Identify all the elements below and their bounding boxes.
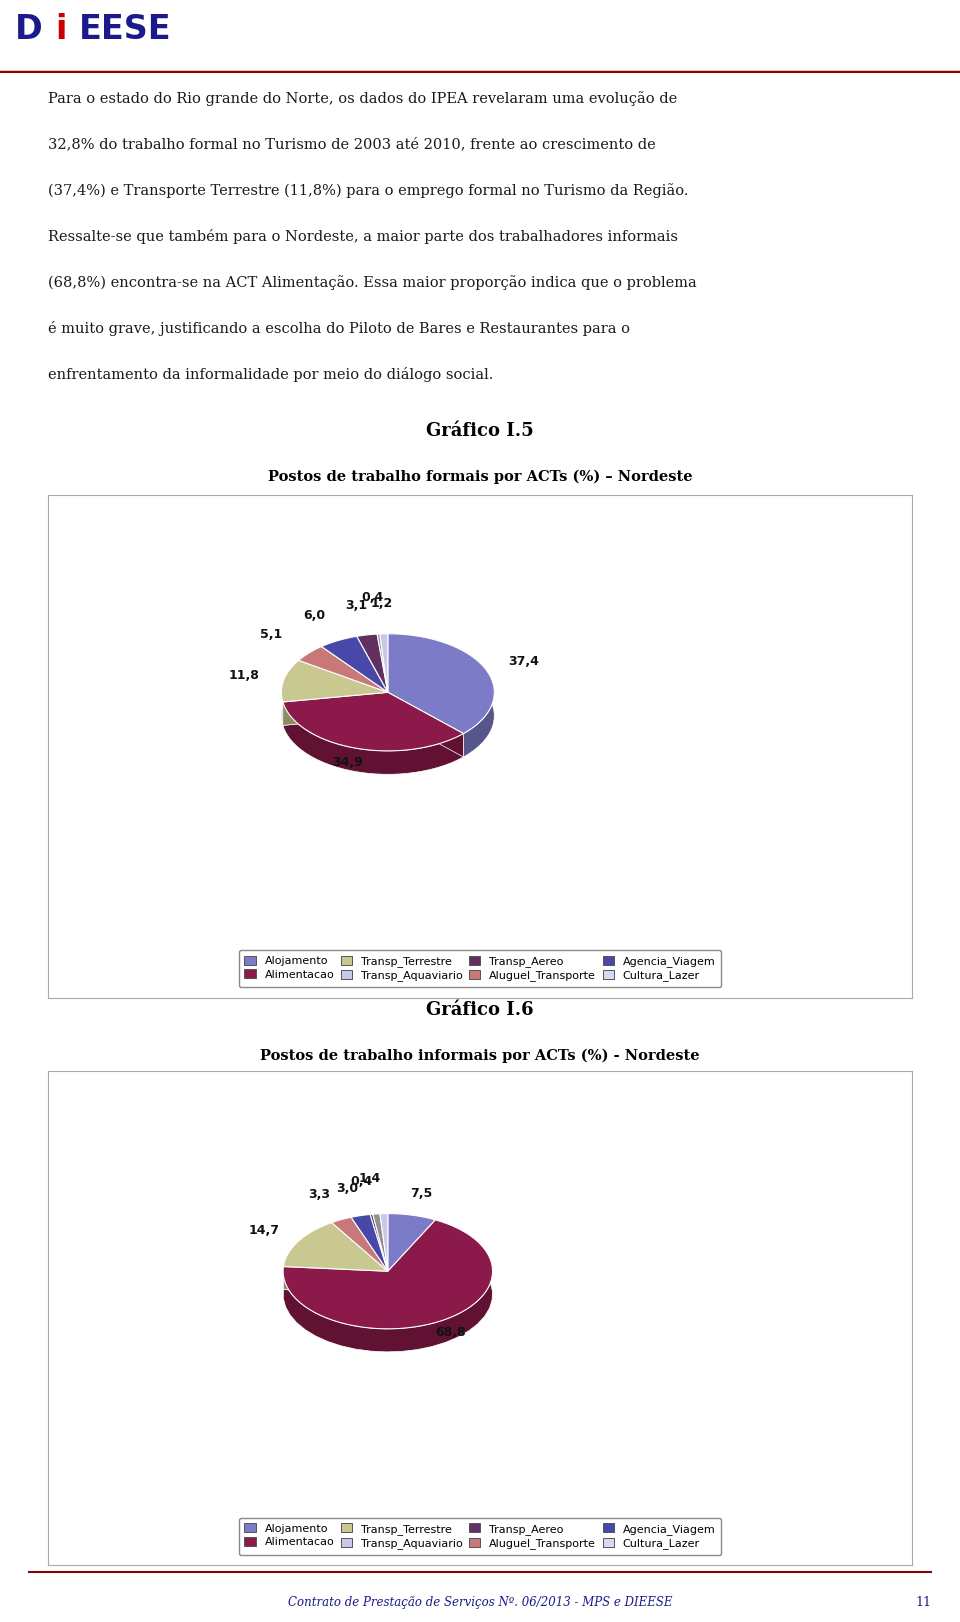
Polygon shape bbox=[283, 693, 464, 751]
Polygon shape bbox=[283, 1223, 332, 1289]
Polygon shape bbox=[351, 1216, 388, 1294]
Polygon shape bbox=[332, 1216, 351, 1246]
Polygon shape bbox=[283, 702, 464, 774]
Polygon shape bbox=[299, 660, 388, 715]
Polygon shape bbox=[371, 1215, 388, 1294]
Polygon shape bbox=[322, 636, 357, 670]
Text: Gráfico I.6: Gráfico I.6 bbox=[426, 1001, 534, 1019]
Polygon shape bbox=[380, 634, 388, 657]
Text: Ressalte-se que também para o Nordeste, a maior parte dos trabalhadores informai: Ressalte-se que também para o Nordeste, … bbox=[48, 229, 678, 245]
Text: (37,4%) e Transporte Terrestre (11,8%) para o emprego formal no Turismo da Regiã: (37,4%) e Transporte Terrestre (11,8%) p… bbox=[48, 183, 688, 198]
Text: 1,4: 1,4 bbox=[358, 1173, 380, 1186]
Text: é muito grave, justificando a escolha do Piloto de Bares e Restaurantes para o: é muito grave, justificando a escolha do… bbox=[48, 321, 630, 336]
Text: EESE: EESE bbox=[79, 13, 171, 45]
Text: i: i bbox=[56, 13, 67, 45]
Polygon shape bbox=[351, 1215, 388, 1272]
Text: 3,3: 3,3 bbox=[308, 1189, 329, 1202]
Polygon shape bbox=[299, 647, 322, 684]
Text: Contrato de Prestação de Serviços Nº. 06/2013 - MPS e DIEESE: Contrato de Prestação de Serviços Nº. 06… bbox=[288, 1596, 672, 1609]
Polygon shape bbox=[372, 1213, 388, 1272]
Polygon shape bbox=[380, 1213, 388, 1272]
Polygon shape bbox=[372, 1213, 380, 1238]
Text: 34,9: 34,9 bbox=[332, 756, 363, 769]
Polygon shape bbox=[388, 1213, 436, 1272]
Polygon shape bbox=[283, 1223, 388, 1272]
Text: 1,2: 1,2 bbox=[371, 597, 393, 610]
Text: Gráfico I.5: Gráfico I.5 bbox=[426, 422, 534, 440]
Polygon shape bbox=[351, 1215, 371, 1241]
Text: 32,8% do trabalho formal no Turismo de 2003 até 2010, frente ao crescimento de: 32,8% do trabalho formal no Turismo de 2… bbox=[48, 138, 656, 151]
Text: 11,8: 11,8 bbox=[228, 670, 259, 683]
Text: 0,4: 0,4 bbox=[362, 592, 384, 605]
Polygon shape bbox=[283, 1267, 388, 1294]
Text: 37,4: 37,4 bbox=[508, 655, 539, 668]
Polygon shape bbox=[357, 636, 388, 715]
Polygon shape bbox=[388, 1220, 436, 1294]
Polygon shape bbox=[377, 634, 388, 715]
Text: Postos de trabalho informais por ACTs (%) - Nordeste: Postos de trabalho informais por ACTs (%… bbox=[260, 1048, 700, 1062]
Polygon shape bbox=[372, 1215, 388, 1294]
Polygon shape bbox=[371, 1215, 372, 1238]
Polygon shape bbox=[388, 1220, 436, 1294]
Polygon shape bbox=[283, 693, 388, 725]
Text: 5,1: 5,1 bbox=[260, 628, 282, 641]
Polygon shape bbox=[299, 647, 388, 693]
Polygon shape bbox=[351, 1216, 388, 1294]
Polygon shape bbox=[357, 634, 377, 660]
Polygon shape bbox=[377, 634, 388, 715]
Polygon shape bbox=[322, 647, 388, 715]
Polygon shape bbox=[332, 1216, 388, 1272]
Polygon shape bbox=[357, 634, 388, 693]
Polygon shape bbox=[380, 634, 388, 693]
Polygon shape bbox=[283, 1220, 492, 1351]
Polygon shape bbox=[281, 660, 388, 702]
Polygon shape bbox=[388, 634, 494, 733]
Polygon shape bbox=[281, 660, 299, 725]
Polygon shape bbox=[371, 1215, 388, 1294]
Text: D: D bbox=[14, 13, 42, 45]
Polygon shape bbox=[332, 1223, 388, 1294]
Text: 3,1: 3,1 bbox=[345, 599, 367, 611]
Polygon shape bbox=[322, 647, 388, 715]
Polygon shape bbox=[388, 634, 494, 757]
Text: Postos de trabalho formais por ACTs (%) – Nordeste: Postos de trabalho formais por ACTs (%) … bbox=[268, 469, 692, 483]
Polygon shape bbox=[388, 693, 464, 757]
Text: Para o estado do Rio grande do Norte, os dados do IPEA revelaram uma evolução de: Para o estado do Rio grande do Norte, os… bbox=[48, 91, 677, 105]
Polygon shape bbox=[357, 636, 388, 715]
Polygon shape bbox=[372, 1215, 388, 1294]
Polygon shape bbox=[283, 693, 388, 725]
Text: 11: 11 bbox=[915, 1596, 931, 1609]
Polygon shape bbox=[380, 1213, 388, 1238]
Polygon shape bbox=[388, 693, 464, 757]
Polygon shape bbox=[377, 634, 380, 657]
Text: 7,5: 7,5 bbox=[411, 1187, 433, 1200]
Text: 14,7: 14,7 bbox=[249, 1223, 279, 1236]
Polygon shape bbox=[371, 1215, 388, 1272]
Polygon shape bbox=[322, 636, 388, 693]
Text: 68,8: 68,8 bbox=[435, 1327, 466, 1340]
Polygon shape bbox=[283, 1220, 492, 1328]
Polygon shape bbox=[388, 1213, 436, 1242]
Text: 3,0: 3,0 bbox=[336, 1182, 358, 1195]
Polygon shape bbox=[332, 1223, 388, 1294]
Legend: Alojamento, Alimentacao, Transp_Terrestre, Transp_Aquaviario, Transp_Aereo, Alug: Alojamento, Alimentacao, Transp_Terrestr… bbox=[239, 950, 721, 986]
Polygon shape bbox=[380, 1213, 388, 1294]
Polygon shape bbox=[299, 660, 388, 715]
Polygon shape bbox=[380, 1213, 388, 1294]
Polygon shape bbox=[377, 634, 388, 693]
Polygon shape bbox=[380, 634, 388, 715]
Text: 0,4: 0,4 bbox=[350, 1174, 373, 1187]
Legend: Alojamento, Alimentacao, Transp_Terrestre, Transp_Aquaviario, Transp_Aereo, Alug: Alojamento, Alimentacao, Transp_Terrestr… bbox=[239, 1518, 721, 1555]
Polygon shape bbox=[283, 1267, 388, 1294]
Text: 6,0: 6,0 bbox=[303, 610, 325, 623]
Text: enfrentamento da informalidade por meio do diálogo social.: enfrentamento da informalidade por meio … bbox=[48, 367, 493, 383]
Polygon shape bbox=[380, 634, 388, 715]
Text: (68,8%) encontra-se na ACT Alimentação. Essa maior proporção indica que o proble: (68,8%) encontra-se na ACT Alimentação. … bbox=[48, 276, 697, 290]
